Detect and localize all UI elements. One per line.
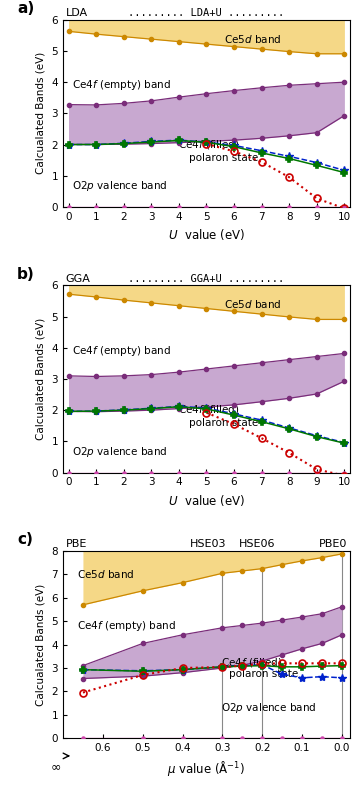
Text: Ce4$f$ (filled): Ce4$f$ (filled) — [178, 403, 239, 417]
Text: Ce4$f$ (empty) band: Ce4$f$ (empty) band — [72, 344, 171, 358]
Y-axis label: Calcualated Bands (eV): Calcualated Bands (eV) — [36, 52, 46, 174]
Text: polaron state: polaron state — [189, 153, 258, 162]
Text: O2$p$ valence band: O2$p$ valence band — [72, 445, 167, 459]
Text: ......... LDA+U .........: ......... LDA+U ......... — [128, 8, 285, 18]
Y-axis label: Calcualated Bands (eV): Calcualated Bands (eV) — [36, 318, 46, 440]
Text: polaron state: polaron state — [189, 418, 258, 428]
Text: PBE0: PBE0 — [319, 539, 347, 549]
Text: Ce4$f$ (empty) band: Ce4$f$ (empty) band — [77, 619, 176, 633]
Text: Ce4$f$ (empty) band: Ce4$f$ (empty) band — [72, 78, 171, 93]
Text: a): a) — [17, 1, 34, 16]
Text: Ce5$d$ band: Ce5$d$ band — [224, 32, 281, 44]
Y-axis label: Calcualated Bands (eV): Calcualated Bands (eV) — [36, 584, 46, 706]
X-axis label: $U$  value (eV): $U$ value (eV) — [168, 493, 245, 508]
Text: b): b) — [17, 267, 35, 282]
Text: $\infty$: $\infty$ — [50, 760, 62, 773]
Text: O2$p$ valence band: O2$p$ valence band — [221, 701, 316, 714]
Text: HSE06: HSE06 — [238, 539, 275, 549]
Text: HSE03: HSE03 — [190, 539, 226, 549]
Text: Ce4$f$ (filled): Ce4$f$ (filled) — [221, 656, 282, 668]
Text: c): c) — [17, 532, 33, 547]
X-axis label: $U$  value (eV): $U$ value (eV) — [168, 227, 245, 242]
X-axis label: $\mu$ value (Å$^{-1}$): $\mu$ value (Å$^{-1}$) — [167, 759, 246, 778]
Text: Ce4$f$ (filled): Ce4$f$ (filled) — [178, 138, 239, 150]
Text: ......... GGA+U .........: ......... GGA+U ......... — [128, 273, 285, 284]
Text: O2$p$ valence band: O2$p$ valence band — [72, 179, 167, 193]
Text: polaron state: polaron state — [229, 669, 299, 679]
Text: GGA: GGA — [66, 273, 91, 284]
Text: PBE: PBE — [66, 539, 87, 549]
Text: LDA: LDA — [66, 8, 88, 18]
Text: Ce5$d$ band: Ce5$d$ band — [77, 568, 135, 580]
Text: Ce5$d$ band: Ce5$d$ band — [224, 298, 281, 310]
